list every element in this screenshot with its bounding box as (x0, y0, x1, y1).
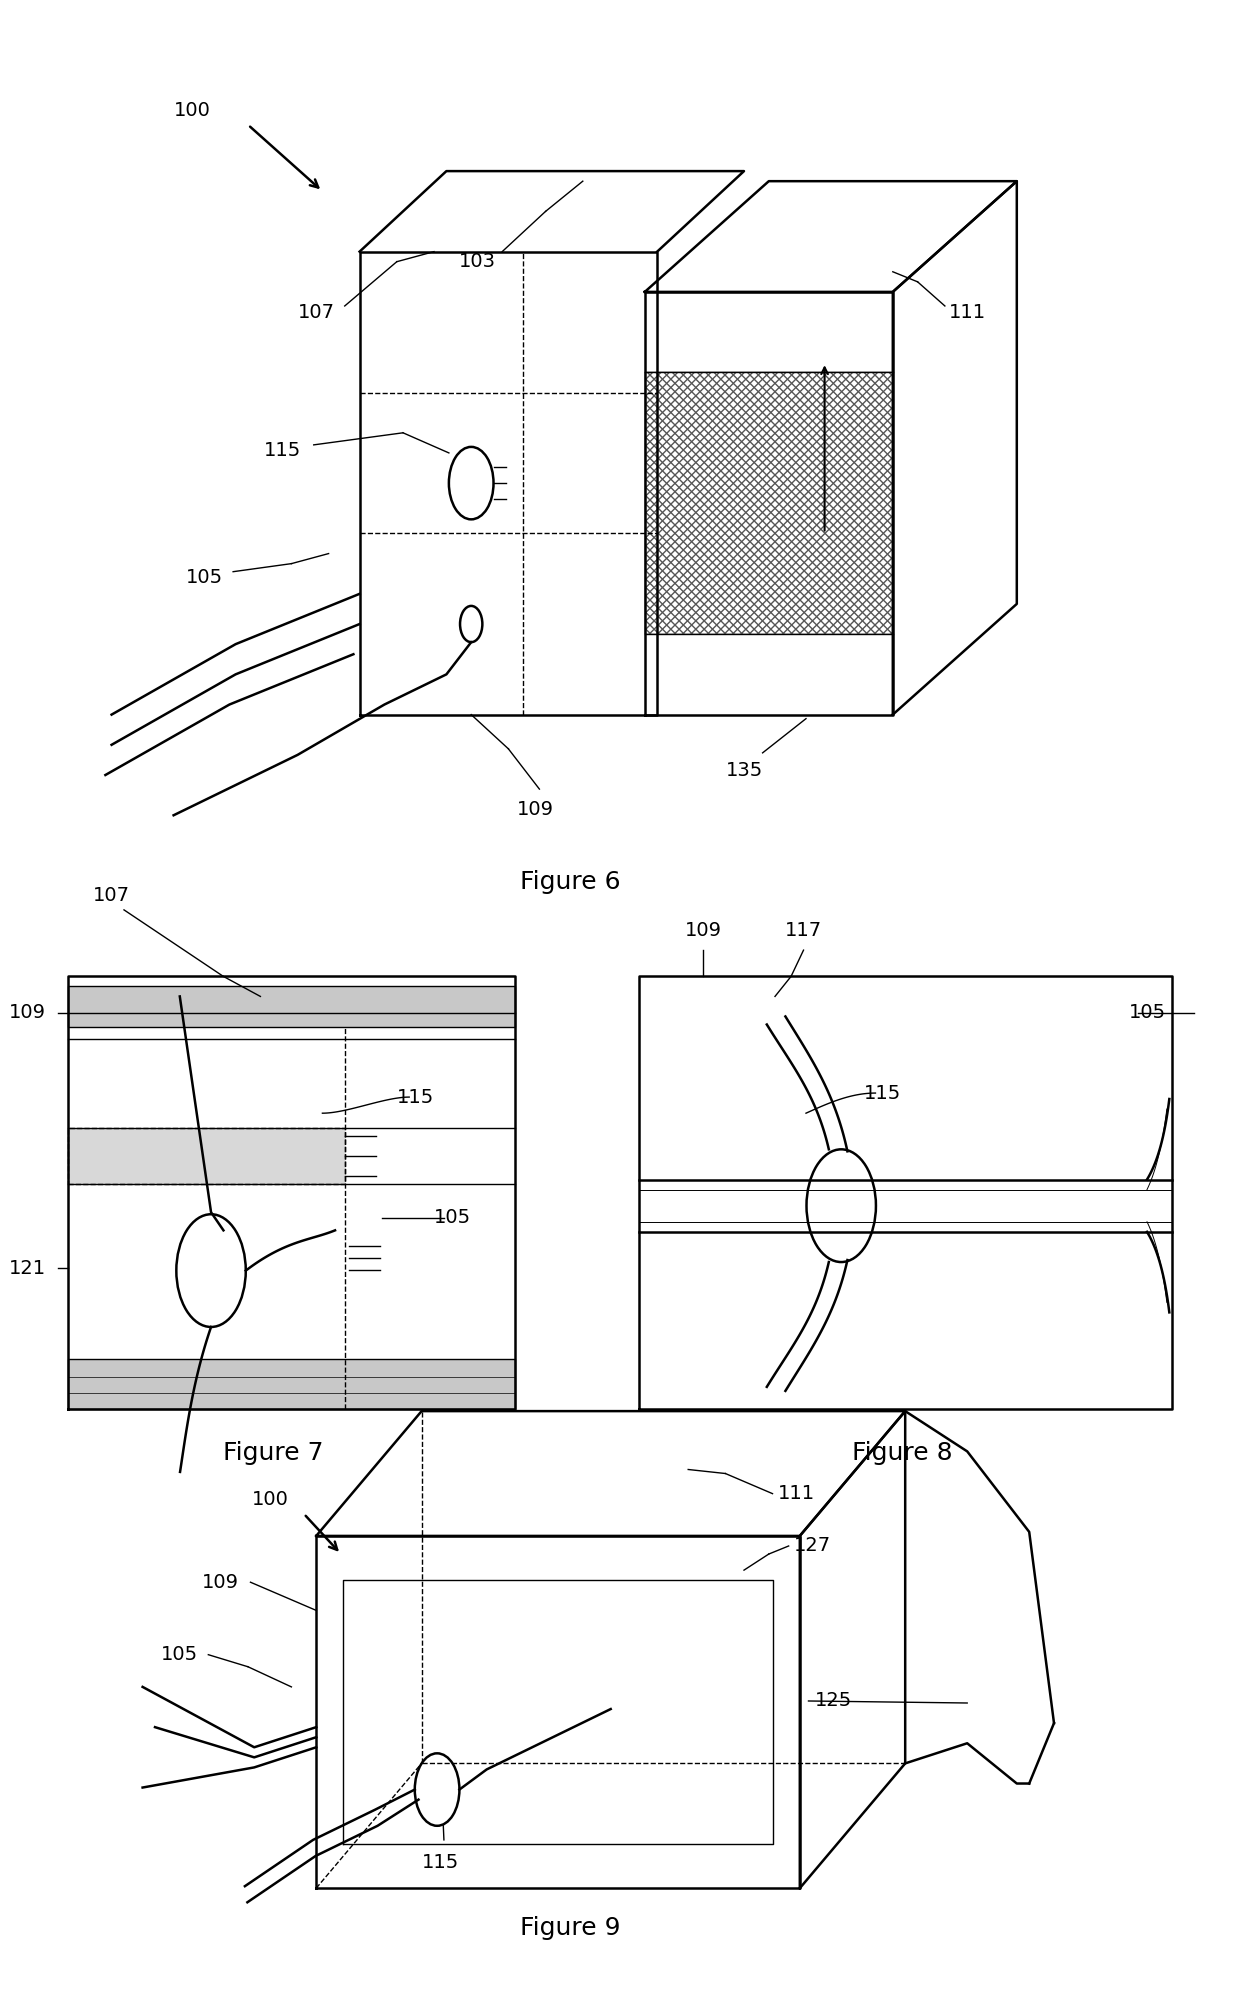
Text: 115: 115 (422, 1852, 459, 1872)
Text: 115: 115 (264, 441, 301, 461)
Text: 107: 107 (298, 302, 335, 322)
Text: 103: 103 (459, 252, 496, 272)
Text: 109: 109 (9, 1002, 46, 1023)
Text: Figure 7: Figure 7 (222, 1441, 324, 1465)
Text: 105: 105 (161, 1645, 198, 1665)
Text: 111: 111 (777, 1484, 815, 1504)
Text: 111: 111 (949, 302, 986, 322)
Bar (645, 372, 893, 634)
Text: 105: 105 (434, 1208, 471, 1228)
Text: 109: 109 (517, 799, 554, 819)
Bar (645, 372, 893, 634)
Text: 100: 100 (252, 1490, 289, 1510)
Text: 115: 115 (864, 1083, 901, 1103)
Text: 127: 127 (794, 1536, 831, 1556)
Text: 115: 115 (397, 1087, 434, 1107)
Text: 107: 107 (93, 886, 130, 906)
Text: 109: 109 (202, 1572, 239, 1592)
Text: Figure 6: Figure 6 (520, 870, 621, 894)
Bar (68, 1359, 515, 1409)
Text: Figure 9: Figure 9 (520, 1916, 621, 1941)
Text: 105: 105 (186, 568, 223, 588)
Text: Figure 8: Figure 8 (852, 1441, 954, 1465)
Bar (68, 1127, 345, 1184)
Text: 135: 135 (725, 761, 763, 781)
Text: 109: 109 (684, 920, 722, 940)
Text: 121: 121 (9, 1258, 46, 1278)
Bar (68, 986, 515, 1027)
Text: 117: 117 (785, 920, 822, 940)
Text: 125: 125 (815, 1691, 852, 1711)
Text: 100: 100 (174, 101, 211, 121)
Text: 105: 105 (1128, 1002, 1166, 1023)
